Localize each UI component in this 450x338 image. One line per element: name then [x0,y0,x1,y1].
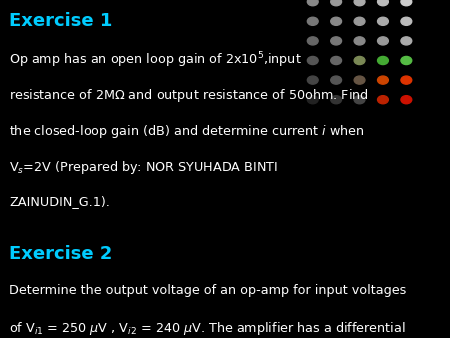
Text: ZAINUDIN_G.1).: ZAINUDIN_G.1). [9,195,110,208]
Circle shape [331,96,342,104]
Circle shape [307,96,318,104]
Circle shape [307,76,318,84]
Circle shape [331,17,342,25]
Circle shape [401,76,412,84]
Circle shape [401,96,412,104]
Circle shape [307,0,318,6]
Circle shape [378,56,388,65]
Circle shape [307,37,318,45]
Text: Exercise 2: Exercise 2 [9,245,112,263]
Circle shape [378,96,388,104]
Circle shape [307,56,318,65]
Circle shape [401,37,412,45]
Text: Exercise 1: Exercise 1 [9,12,112,30]
Circle shape [378,76,388,84]
Text: Op amp has an open loop gain of 2x10$^5$,input: Op amp has an open loop gain of 2x10$^5$… [9,51,302,70]
Circle shape [401,17,412,25]
Circle shape [331,56,342,65]
Circle shape [331,76,342,84]
Circle shape [354,0,365,6]
Circle shape [378,37,388,45]
Circle shape [354,56,365,65]
Circle shape [307,17,318,25]
Text: resistance of 2M$\Omega$ and output resistance of 50ohm. Find: resistance of 2M$\Omega$ and output resi… [9,87,369,104]
Text: the closed-loop gain (dB) and determine current $i$ when: the closed-loop gain (dB) and determine … [9,123,365,140]
Circle shape [354,17,365,25]
Text: Determine the output voltage of an op-amp for input voltages: Determine the output voltage of an op-am… [9,284,406,297]
Circle shape [378,0,388,6]
Circle shape [401,0,412,6]
Circle shape [331,0,342,6]
Text: of V$_{i1}$ = 250 $\mu$V , V$_{i2}$ = 240 $\mu$V. The amplifier has a differenti: of V$_{i1}$ = 250 $\mu$V , V$_{i2}$ = 24… [9,320,405,337]
Circle shape [354,76,365,84]
Circle shape [378,17,388,25]
Circle shape [331,37,342,45]
Circle shape [354,37,365,45]
Text: V$_s$=2V (Prepared by: NOR SYUHADA BINTI: V$_s$=2V (Prepared by: NOR SYUHADA BINTI [9,159,278,176]
Circle shape [401,56,412,65]
Circle shape [354,96,365,104]
